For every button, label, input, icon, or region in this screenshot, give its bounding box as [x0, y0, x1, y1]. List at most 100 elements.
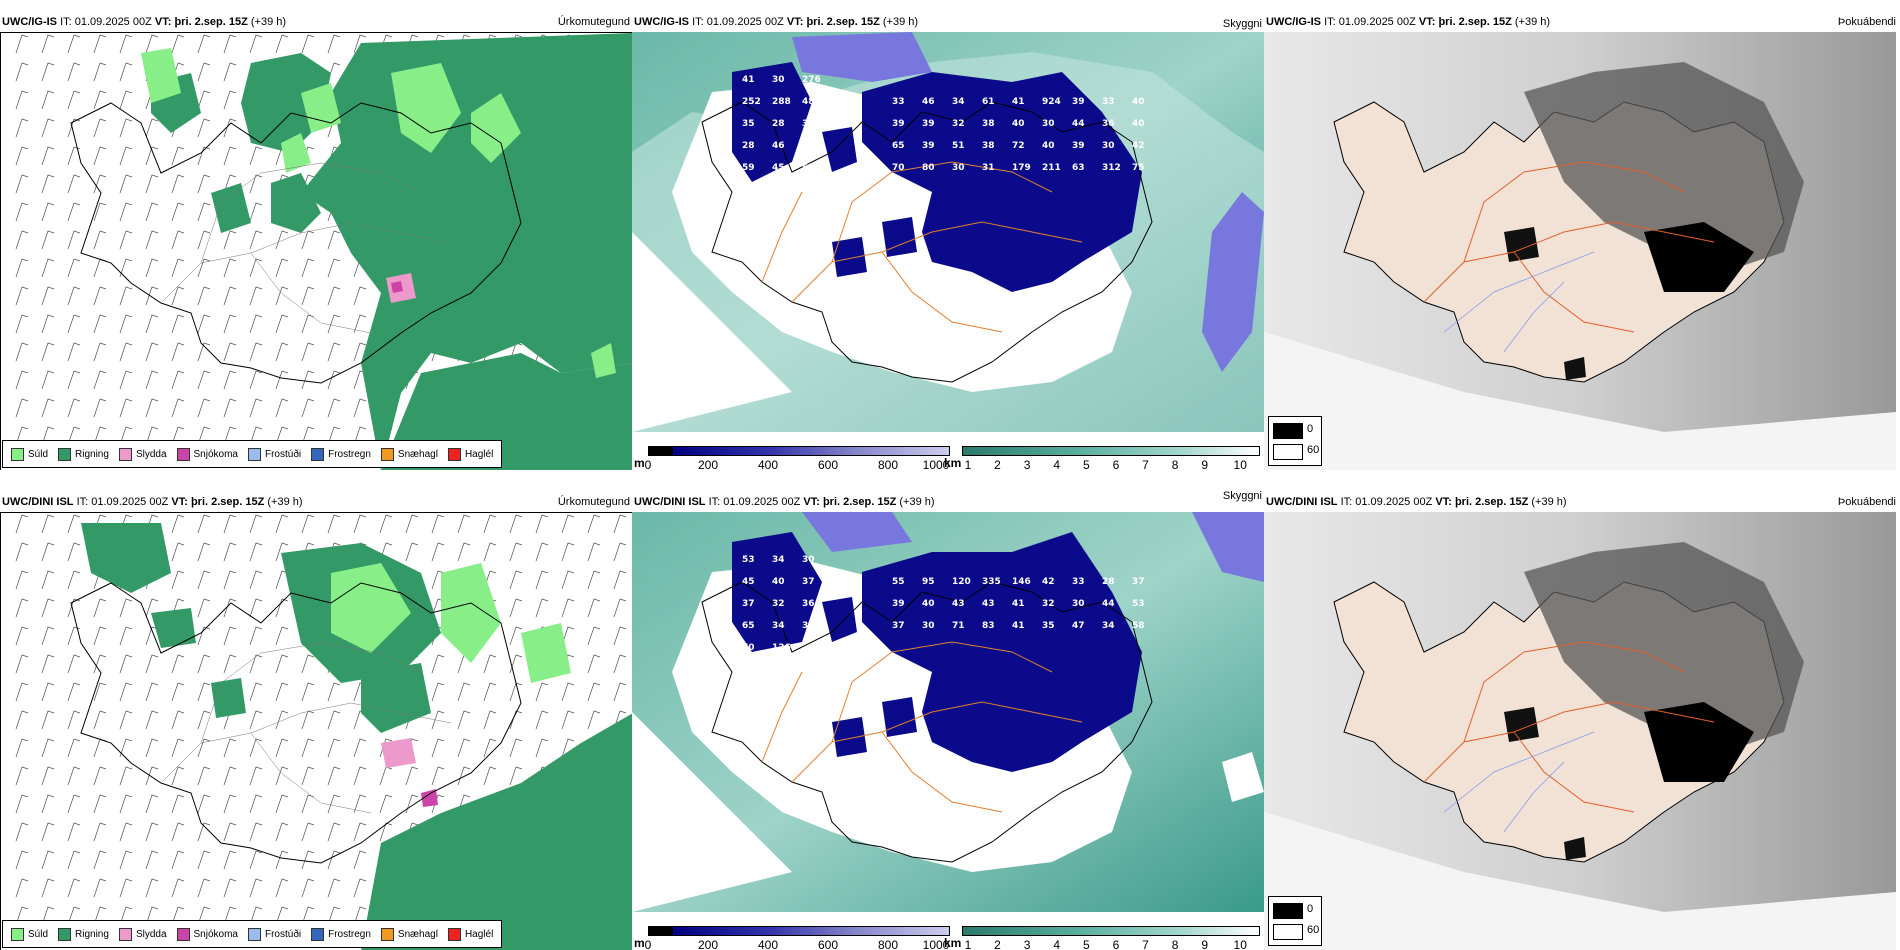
cloud-base-value: 28: [742, 141, 755, 151]
legend-item-haglel: Haglél: [447, 447, 493, 461]
legend-item-haglel: Haglél: [447, 927, 493, 941]
fog-legend-light: 60: [1307, 444, 1320, 456]
cloud-base-value: 34: [1102, 621, 1115, 631]
cloud-base-value: 43: [982, 599, 995, 609]
legend-item-snjokoma: Snjókoma: [176, 927, 238, 941]
cloud-base-labels: 41 30 276 252 288 48 33 46 34 61 41 924 39 33 40 35 28 35…: [742, 75, 1145, 173]
cloud-base-value: 41: [742, 75, 755, 85]
cloud-base-value: 31: [982, 163, 995, 173]
vt-value: þri. 2.sep. 15Z: [1454, 496, 1529, 508]
cloud-base-value: 39: [922, 141, 935, 151]
cloud-base-value: 80: [922, 163, 935, 173]
colorbar-tick: 5: [1082, 938, 1090, 950]
colorbar-tick: 800: [877, 938, 899, 950]
cloud-base-value: 37: [802, 577, 815, 587]
coastline: [70, 582, 522, 864]
cloud-base-value: 36: [802, 599, 815, 609]
cloud-base-value: 35: [742, 119, 755, 129]
panel-title: UWC/IG-IS IT: 01.09.2025 00Z VT: þri. 2.…: [634, 16, 918, 28]
cloud-base-value: 33: [1102, 97, 1115, 107]
colorbar-tick: 5: [1082, 458, 1090, 470]
vt-value: þri. 2.sep. 15Z: [190, 496, 265, 508]
rivers: [1443, 731, 1595, 833]
fog-legend: 0 60: [1268, 416, 1322, 466]
cloud-base-value: 30: [802, 555, 815, 565]
cloud-base-value: 44: [1102, 599, 1115, 609]
lead-time: (+39 h): [250, 16, 287, 28]
cloud-base-value: 92: [802, 141, 815, 151]
colorbar-unit: km: [944, 936, 962, 950]
cloud-base-value: 61: [982, 97, 995, 107]
colorbar-unit: m: [634, 936, 645, 950]
it-value: 01.09.2025 00Z: [1338, 16, 1416, 28]
cloud-base-value: 924: [1042, 97, 1061, 107]
cloud-base-value: 35: [802, 119, 815, 129]
cloud-base-value: 70: [892, 163, 905, 173]
cloud-base-value: 43: [952, 599, 965, 609]
lead-time: (+39 h): [899, 496, 935, 508]
colorbar-tick: 9: [1201, 938, 1209, 950]
colorbar-tick: 1000: [922, 458, 950, 470]
cloud-base-value: 35: [1042, 621, 1055, 631]
colorbar-tick: 6: [1112, 458, 1120, 470]
colorbar-tick: 0: [644, 938, 652, 950]
it-value: 01.09.2025 00Z: [706, 16, 784, 28]
cloud-base-value: 38: [982, 141, 995, 151]
legend-item-snaehagl: Snæhagl: [380, 447, 438, 461]
vt-label: VT:: [803, 496, 820, 508]
cloud-base-value: 30: [1102, 141, 1115, 151]
cloud-base-value: 55: [892, 577, 905, 587]
legend-item-sudl: Súld: [11, 927, 48, 941]
lead-time: (+39 h): [1531, 496, 1567, 508]
visibility-colorbar: km 1 2 3 4 5 6 7 8 9 10: [944, 446, 1260, 470]
legend-item-frostregn: Frostregn: [311, 927, 371, 941]
cloud-base-value: 120: [952, 577, 971, 587]
fog-map: [1264, 32, 1896, 470]
cloud-base-value: 34: [772, 555, 785, 565]
fog-legend: 0 60: [1268, 896, 1322, 946]
colorbar-unit: km: [944, 456, 962, 470]
panel-title: UWC/DINI ISL IT: 01.09.2025 00Z VT: þri.…: [2, 496, 303, 508]
colorbar-tick: 6: [1112, 938, 1120, 950]
fog-map: [1264, 512, 1896, 950]
visibility-map: 53 34 30 45 40 37 55 95 120 335 146 42 33 28 37 37 32 36 3…: [632, 512, 1264, 912]
panel-title: UWC/DINI ISL IT: 01.09.2025 00Z VT: þri.…: [634, 496, 935, 508]
cloud-base-value: 126: [772, 643, 791, 653]
cloud-base-value: 51: [952, 141, 965, 151]
model-name: UWC/IG-IS: [1266, 16, 1321, 28]
legend-item-frostudi: Frostúði: [247, 927, 301, 941]
coastline: [701, 101, 1153, 383]
cloud-base-value: 53: [802, 163, 815, 173]
colorbar-tick: 4: [1053, 938, 1061, 950]
colorbar-tick: 0: [644, 458, 652, 470]
colorbar-tick: 600: [817, 938, 839, 950]
cloud-base-value: 83: [982, 621, 995, 631]
visibility-colorbar: km 1 2 3 4 5 6 7 8 9 10: [944, 926, 1260, 950]
colorbar-tick: 600: [817, 458, 839, 470]
vt-label: VT:: [786, 16, 804, 28]
legend-item-sudl: Súld: [11, 447, 48, 461]
colorbar-tick: 200: [697, 458, 719, 470]
it-value: 01.09.2025 00Z: [1355, 496, 1433, 508]
cloud-base-value: 34: [952, 97, 965, 107]
cloud-base-value: 58: [1132, 621, 1145, 631]
panel-title: UWC/DINI ISL IT: 01.09.2025 00Z VT: þri.…: [1266, 496, 1567, 508]
roads: [761, 161, 1083, 333]
it-value: 01.09.2025 00Z: [74, 16, 152, 28]
cloud-base-value: 41: [1012, 599, 1025, 609]
cloud-base-value: 32: [772, 599, 785, 609]
cloud-base-labels: 53 34 30 45 40 37 55 95 120 335 146 42 33 28 37 37 32 36 3…: [742, 555, 1145, 653]
it-label: IT:: [1324, 16, 1336, 28]
cloud-base-value: 179: [1012, 163, 1031, 173]
cloud-base-value: 39: [1072, 141, 1085, 151]
cloud-base-value: 30: [952, 163, 965, 173]
cloud-base-value: 46: [772, 141, 785, 151]
cloud-base-value: 37: [892, 621, 905, 631]
lead-time: (+39 h): [267, 496, 303, 508]
cloud-base-value: 37: [1132, 577, 1145, 587]
colorbar-tick: 1000: [922, 938, 950, 950]
colorbar-tick: 3: [1023, 938, 1031, 950]
cloud-base-value: 211: [1042, 163, 1061, 173]
legend-item-snjokoma: Snjókoma: [176, 447, 238, 461]
visibility-map: 41 30 276 252 288 48 33 46 34 61 41 924 39 33 40 35 28 35…: [632, 32, 1264, 432]
